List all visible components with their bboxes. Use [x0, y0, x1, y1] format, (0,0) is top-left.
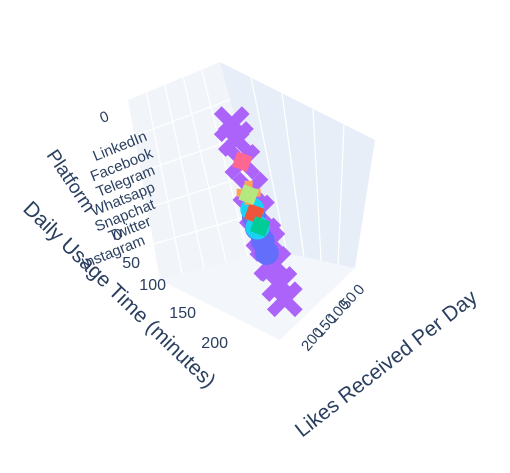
y-tick-label: 100 [139, 277, 166, 294]
data-point [266, 281, 303, 318]
y-tick-label: 200 [201, 335, 228, 352]
gridline [201, 69, 249, 257]
gridline [312, 108, 322, 261]
z-axis-title: Platform [42, 146, 99, 216]
y-tick-label: 50 [122, 255, 140, 272]
y-tick-label: 0 [113, 227, 122, 244]
gridline [134, 99, 231, 137]
y-tick-label: 150 [169, 305, 196, 322]
gridline [164, 84, 205, 269]
gridlines [134, 69, 345, 275]
gridline [250, 77, 288, 254]
x-axis-title: Likes Received Per Day [291, 286, 482, 442]
data-marks [213, 106, 303, 318]
data-point [238, 184, 259, 205]
gridline [281, 93, 305, 258]
gridline [140, 136, 241, 173]
back-wall-left [128, 62, 270, 280]
gridline [182, 77, 227, 263]
gridline [337, 124, 345, 265]
gridline [147, 174, 251, 209]
floor-pane [160, 250, 355, 340]
data-point [231, 151, 253, 172]
data-point [218, 121, 254, 157]
gridline [145, 92, 183, 275]
data-point [249, 216, 271, 237]
z-tick-label: 0 [97, 108, 111, 127]
